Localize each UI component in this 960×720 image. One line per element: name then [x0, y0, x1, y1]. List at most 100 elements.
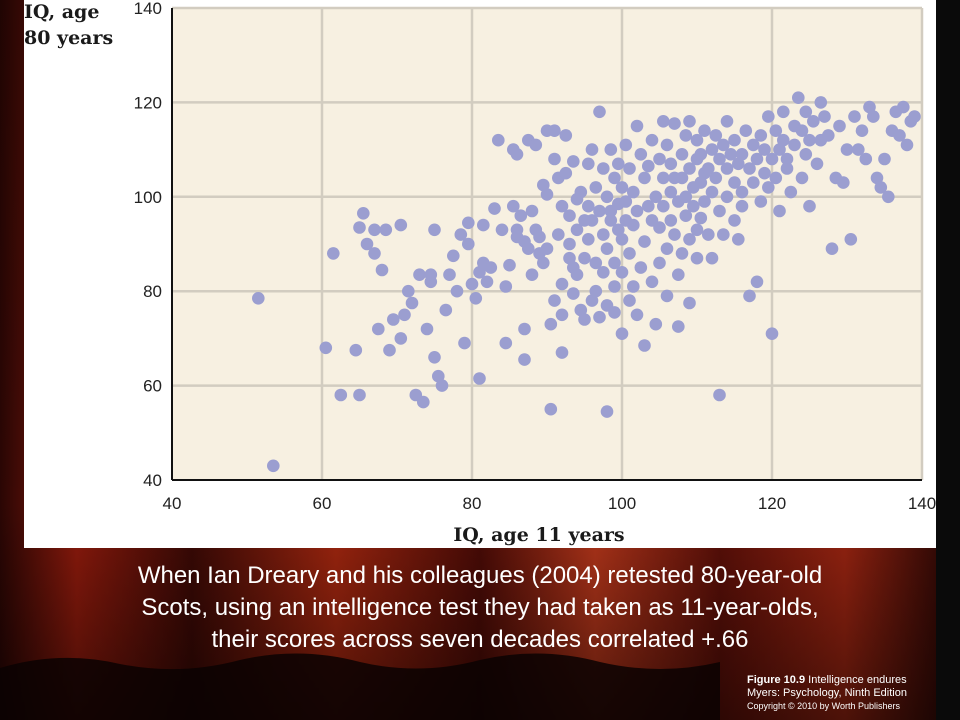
data-point	[698, 195, 711, 208]
data-point	[604, 143, 618, 156]
y-tick-label: 100	[134, 188, 162, 207]
data-point	[788, 138, 801, 152]
data-point	[544, 317, 558, 331]
figure-panel: 40 60 80 100 120 140 40 60 80 100 120 140 IQ, age 8…	[24, 0, 936, 548]
data-point	[469, 292, 483, 305]
data-point	[387, 313, 400, 326]
data-point	[683, 162, 696, 175]
data-point	[612, 157, 625, 171]
data-point	[518, 322, 531, 336]
data-point	[544, 402, 558, 416]
data-point	[863, 100, 876, 114]
data-point	[559, 129, 573, 142]
data-point	[825, 242, 839, 255]
data-point	[900, 138, 914, 152]
data-point	[660, 138, 674, 152]
data-point	[394, 332, 408, 345]
data-point	[589, 181, 603, 194]
caption: When Ian Dreary and his colleagues (2004…	[30, 560, 930, 656]
data-point	[675, 247, 689, 260]
data-point	[634, 261, 648, 274]
data-point	[597, 162, 610, 175]
data-point	[593, 310, 606, 324]
data-point	[447, 249, 460, 263]
data-point	[368, 223, 381, 237]
axes	[171, 8, 922, 481]
data-point	[627, 218, 640, 232]
data-point	[720, 115, 734, 128]
data-point	[540, 188, 554, 201]
data-point	[514, 209, 528, 222]
data-point	[267, 459, 280, 473]
data-point	[758, 143, 771, 156]
data-point	[372, 322, 385, 336]
data-point	[735, 148, 749, 161]
data-point	[780, 162, 794, 175]
data-point	[548, 152, 561, 166]
data-point	[702, 162, 715, 175]
data-point	[720, 190, 734, 204]
y-axis-label-line1: IQ, age	[24, 1, 99, 23]
x-tick-label: 80	[463, 494, 482, 513]
data-point	[555, 308, 569, 322]
data-point	[660, 289, 674, 303]
data-point	[713, 152, 726, 166]
data-point	[540, 242, 554, 255]
data-point	[653, 256, 666, 270]
data-point	[488, 202, 501, 215]
data-point	[803, 199, 816, 213]
y-tick-label: 60	[143, 377, 162, 396]
data-point	[679, 209, 693, 222]
data-point	[664, 157, 678, 171]
data-point	[428, 351, 441, 364]
data-point	[604, 214, 618, 227]
data-point	[612, 223, 625, 237]
data-point	[334, 388, 348, 402]
data-point	[495, 223, 509, 237]
data-point	[649, 317, 663, 331]
data-point	[657, 115, 670, 128]
data-point	[840, 143, 854, 156]
data-point	[349, 343, 363, 357]
data-point	[574, 185, 588, 199]
data-point	[702, 228, 715, 241]
data-point	[743, 289, 756, 303]
data-point	[844, 233, 858, 246]
y-tick-label: 40	[143, 471, 162, 490]
data-point	[810, 157, 824, 171]
data-point	[533, 230, 546, 244]
data-point	[428, 223, 441, 237]
data-point	[585, 143, 599, 156]
data-point	[735, 199, 749, 213]
x-tick-label: 40	[163, 494, 182, 513]
data-point	[747, 176, 760, 189]
data-point	[773, 204, 786, 218]
data-point	[709, 171, 723, 185]
data-point	[675, 171, 689, 185]
caption-line-3: their scores across seven decades correl…	[211, 626, 749, 653]
data-point	[882, 190, 895, 204]
data-point	[754, 195, 768, 208]
data-point	[807, 115, 820, 128]
y-axis-label-line2: 80 years	[24, 27, 113, 49]
data-point	[683, 115, 696, 128]
data-point	[597, 266, 610, 279]
data-point	[435, 379, 449, 392]
data-point	[499, 280, 513, 293]
data-point	[638, 339, 651, 352]
data-point	[507, 199, 520, 213]
data-point	[567, 287, 580, 300]
data-point	[713, 204, 726, 218]
x-axis-label: IQ, age 11 years	[453, 524, 624, 546]
data-point	[675, 148, 689, 161]
data-point	[893, 129, 906, 142]
curtain-hem	[0, 653, 720, 720]
data-point	[758, 166, 771, 180]
data-point	[638, 171, 651, 185]
data-point	[795, 171, 809, 185]
data-point	[398, 308, 411, 322]
data-point	[443, 268, 456, 282]
data-point	[799, 105, 813, 119]
credit-book: Myers: Psychology, Ninth Edition	[747, 687, 907, 699]
data-point	[833, 119, 846, 133]
